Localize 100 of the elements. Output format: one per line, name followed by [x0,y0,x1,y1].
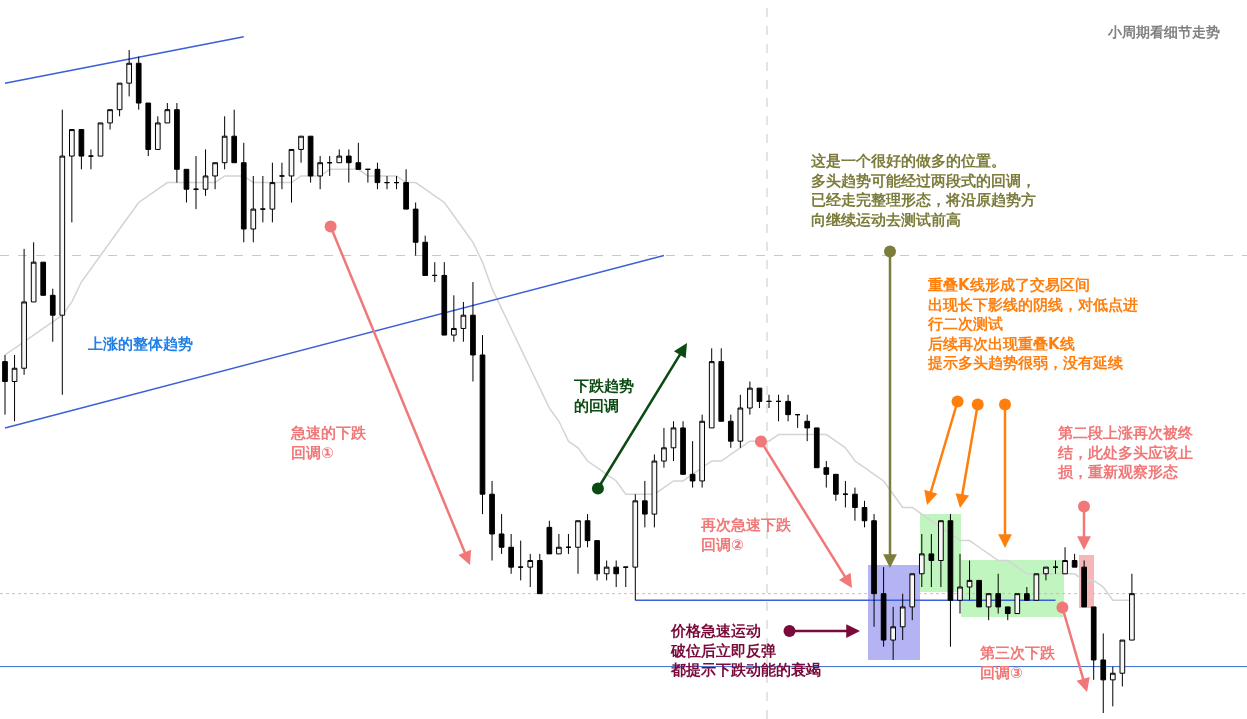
candlestick [909,573,916,621]
candlestick [154,115,161,150]
candlestick [174,102,180,184]
candlestick [536,553,543,595]
candlestick [861,500,868,528]
candlestick [661,427,667,469]
candlestick [575,520,581,575]
candlestick [727,414,734,449]
candlestick [1119,639,1126,687]
candlestick [689,440,696,489]
candlestick [775,394,782,422]
annotation: 下跌趋势的回调 [573,377,634,415]
candlestick [680,420,686,475]
candlestick [651,453,658,528]
candlestick [2,354,8,416]
candlestick [1081,560,1087,608]
candlestick [21,248,27,376]
candlestick [460,301,467,343]
candlestick [1062,546,1068,575]
candlestick [1100,632,1107,714]
candlestick [489,480,495,562]
candlestick [985,593,992,621]
annotation: 重叠K线形成了交易区间出现长下影线的阴线，对低点进行二次测试后续再次出现重叠K线提示多头趋势很弱，没有延续 [927,276,1138,372]
candlestick [260,175,266,223]
candlestick [116,82,123,117]
candlestick [355,142,362,170]
candlestick [517,540,524,581]
candlestick [670,420,677,462]
annotation: 第三次下跌回调③ [979,644,1056,682]
candlestick [221,115,228,170]
candlestick [527,553,534,588]
candlestick [546,520,553,555]
candlestick [374,162,381,190]
candlestick [240,142,247,243]
candlestick [842,480,849,508]
candlestick [269,162,276,223]
candlestick [1129,573,1135,641]
candlestick [794,414,801,429]
candlestick [718,347,725,422]
candlestick [556,533,562,555]
candlestick [126,49,132,97]
candlestick [1014,593,1021,615]
candlestick [880,566,887,648]
candlestick [307,135,314,184]
candlestick [1090,606,1097,681]
candlestick [1109,666,1116,707]
candlestick [288,148,295,203]
candlestick [976,579,982,608]
candlestick [431,261,438,283]
candlestick [1052,560,1059,575]
text: 小周期看细节走势 [1107,24,1220,40]
candlestick [470,281,476,382]
annotation: 价格急速运动破位后立即反弹都提示下跌动能的衰竭 [670,622,821,679]
candlestick [852,487,858,522]
candlestick [326,155,333,177]
candlestick [804,414,811,442]
candlestick [451,294,457,343]
annotation: 急速的下跌回调① [290,424,367,462]
candlestick [823,460,830,489]
candlestick [756,387,763,409]
candlestick [317,155,323,190]
candlestick [231,109,238,164]
candlestick [422,235,429,276]
candlestick [508,533,514,575]
candlestick [441,261,448,336]
candlestick [345,148,352,184]
candlestick [365,168,371,184]
candlestick [584,513,591,548]
candlestick [78,129,85,170]
candlestick [479,334,486,515]
candlestick [212,162,218,190]
candlestick [632,493,639,601]
candlestick [145,102,152,157]
candlestick [813,427,820,469]
candlestick [899,593,906,641]
candlestick [202,148,209,197]
candlestick [135,56,142,111]
candlestick [699,414,705,489]
candlestick [1071,553,1078,568]
candlestick [69,129,75,223]
candlestick [298,135,304,164]
candlestick [890,606,896,661]
candlestick [622,566,629,588]
candlestick [1024,586,1030,601]
candlestick [107,109,113,131]
candlestick [49,288,56,343]
annotation: 上涨的整体趋势 [87,335,193,353]
candlestick [833,473,839,502]
candlestick [995,573,1002,615]
candlestick [59,109,66,396]
annotation: 再次急速下跌回调② [700,516,792,554]
annotation: 这是一个很好的做多的位置。多头趋势可能经过两段式的回调，已经走完整理形态，将沿原趋势方向继续运动去测试前高 [810,152,1036,229]
candlestick [708,347,715,429]
candlestick [642,480,648,528]
candlestick [603,560,610,581]
candlestick [747,381,753,416]
candlestick [1033,573,1040,601]
candlestick [594,540,600,581]
candlestick [412,201,419,257]
candlestick [393,175,400,190]
